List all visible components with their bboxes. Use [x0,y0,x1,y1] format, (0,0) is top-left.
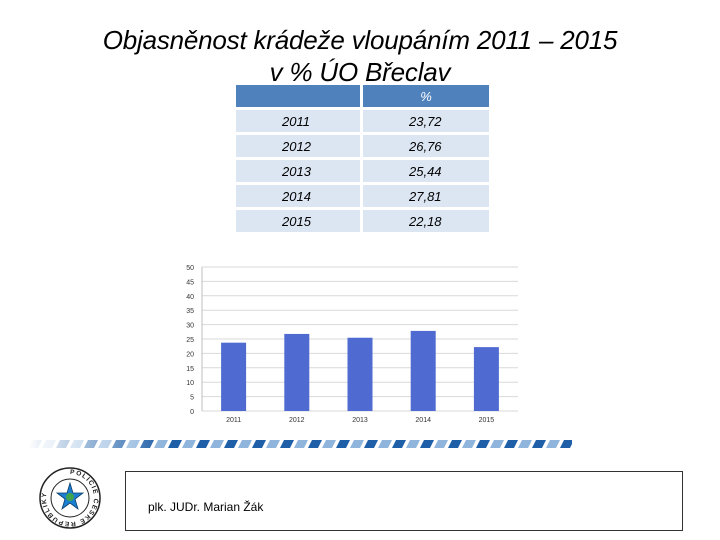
value-cell: 22,18 [363,210,489,232]
bar [473,347,499,411]
y-tick-label: 0 [190,409,194,416]
year-cell: 2014 [236,185,363,207]
table-row: 2011 23,72 [236,110,489,132]
decorative-stripe-band [28,440,572,448]
table-header-row: % [236,85,489,107]
footer-author: plk. JUDr. Marian Žák [148,500,264,514]
year-cell: 2013 [236,160,363,182]
y-tick-label: 5 [190,395,194,402]
bar [410,330,436,411]
bar [347,337,373,411]
header-value-cell: % [363,85,489,107]
y-tick-label: 50 [186,265,194,272]
footer-box: plk. JUDr. Marian Žák [125,471,683,531]
value-cell: 25,44 [363,160,489,182]
police-logo: POLICIE ČESKÉ REPUBLIKY [39,467,101,529]
x-tick-label: 2015 [479,417,495,424]
table-row: 2015 22,18 [236,210,489,232]
y-tick-label: 40 [186,294,194,301]
table-row: 2013 25,44 [236,160,489,182]
y-tick-label: 15 [186,366,194,373]
x-tick-label: 2011 [226,417,241,424]
data-table: % 2011 23,72 2012 26,76 2013 25,44 2014 … [236,82,489,235]
year-cell: 2015 [236,210,363,232]
bar-chart: 0 5 10 15 20 25 30 35 40 45 50 2011 2012 2013 2014 2015 [186,265,518,424]
y-tick-label: 20 [186,351,194,358]
y-tick-label: 35 [186,308,194,315]
y-tick-label: 30 [186,323,194,330]
bar [221,342,247,411]
header-year-cell [236,85,363,107]
value-cell: 27,81 [363,185,489,207]
title-line-1: Objasněnost krádeže vloupáním 2011 – 201… [102,25,618,55]
y-tick-label: 10 [186,380,194,387]
slide-title: Objasněnost krádeže vloupáním 2011 – 201… [60,24,660,88]
y-tick-label: 45 [186,279,194,286]
title-line-2: v % ÚO Břeclav [269,57,451,87]
value-cell: 23,72 [363,110,489,132]
y-tick-label: 25 [186,337,194,344]
table-row: 2012 26,76 [236,135,489,157]
x-tick-label: 2014 [415,417,431,424]
year-cell: 2011 [236,110,363,132]
x-tick-label: 2012 [289,417,305,424]
value-cell: 26,76 [363,135,489,157]
table-row: 2014 27,81 [236,185,489,207]
x-tick-label: 2013 [352,417,368,424]
year-cell: 2012 [236,135,363,157]
bar [284,333,310,411]
